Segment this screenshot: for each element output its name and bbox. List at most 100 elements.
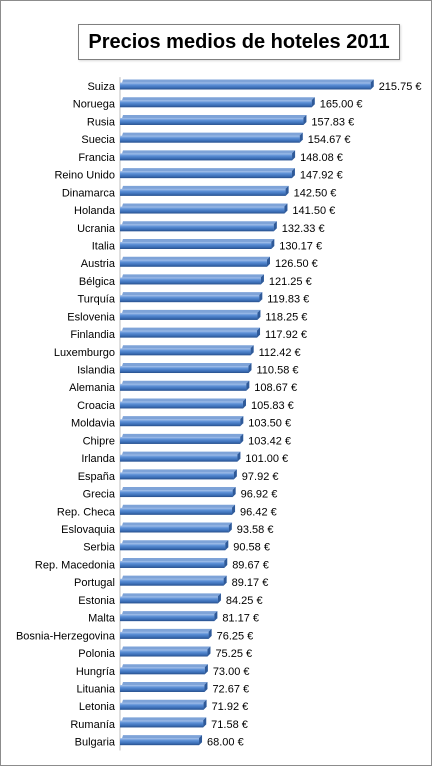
category-label: Serbia bbox=[83, 542, 116, 554]
data-label: 147.92 € bbox=[300, 170, 343, 182]
data-label: 165.00 € bbox=[320, 99, 363, 111]
category-label: Turquía bbox=[77, 294, 115, 306]
bar-end-cap bbox=[199, 735, 203, 746]
bar bbox=[120, 153, 293, 161]
bar-end-cap bbox=[370, 79, 374, 90]
data-label: 89.17 € bbox=[232, 577, 269, 589]
data-label: 142.50 € bbox=[294, 187, 337, 199]
bar-end-cap bbox=[257, 327, 261, 338]
category-label: Rep. Macedonia bbox=[35, 559, 116, 571]
bar bbox=[120, 631, 209, 639]
category-label: Eslovaquia bbox=[61, 524, 116, 536]
data-label: 72.67 € bbox=[212, 683, 249, 695]
bar bbox=[120, 206, 285, 214]
bar-end-cap bbox=[260, 274, 264, 285]
bar-end-cap bbox=[237, 451, 241, 462]
data-label: 93.58 € bbox=[237, 524, 274, 536]
category-label: Moldavia bbox=[71, 418, 116, 430]
bar-end-cap bbox=[207, 646, 211, 657]
bar bbox=[120, 188, 286, 196]
data-label: 118.25 € bbox=[265, 311, 307, 323]
bar-end-cap bbox=[203, 699, 207, 710]
category-label: Lituania bbox=[76, 683, 115, 695]
category-label: Francia bbox=[78, 152, 116, 164]
data-label: 97.92 € bbox=[242, 471, 279, 483]
category-label: Noruega bbox=[73, 99, 116, 111]
category-label: Suecia bbox=[81, 134, 116, 146]
bar-end-cap bbox=[299, 132, 303, 143]
bar bbox=[120, 436, 241, 444]
bar-end-cap bbox=[291, 168, 295, 179]
bar bbox=[120, 667, 205, 675]
bar bbox=[120, 490, 233, 498]
bar bbox=[120, 100, 312, 108]
category-label: Irlanda bbox=[81, 453, 116, 465]
data-label: 117.92 € bbox=[265, 329, 307, 341]
bar bbox=[120, 330, 258, 338]
data-label: 126.50 € bbox=[275, 258, 318, 270]
bar-end-cap bbox=[266, 256, 270, 267]
data-label: 108.67 € bbox=[254, 382, 297, 394]
category-label: Malta bbox=[88, 613, 116, 625]
bar bbox=[120, 472, 234, 480]
data-label: 68.00 € bbox=[207, 737, 244, 749]
bar-end-cap bbox=[257, 309, 261, 320]
bar-end-cap bbox=[292, 150, 296, 161]
bar bbox=[120, 543, 226, 551]
bar bbox=[120, 419, 241, 427]
bar-end-cap bbox=[224, 557, 228, 568]
bar-end-cap bbox=[248, 363, 252, 374]
data-label: 90.58 € bbox=[233, 542, 270, 554]
bar bbox=[120, 401, 243, 409]
bar-end-cap bbox=[271, 238, 275, 249]
bar bbox=[120, 738, 200, 746]
bar bbox=[120, 348, 251, 356]
category-label: Bulgaria bbox=[75, 737, 116, 749]
bar bbox=[120, 135, 300, 143]
data-label: 130.17 € bbox=[279, 240, 322, 252]
bar-end-cap bbox=[240, 416, 244, 427]
category-label: Alemania bbox=[69, 382, 116, 394]
category-label: Holanda bbox=[74, 205, 116, 217]
category-label: Eslovenia bbox=[67, 311, 116, 323]
bar-end-cap bbox=[223, 575, 227, 586]
bar bbox=[120, 259, 267, 267]
data-label: 84.25 € bbox=[226, 595, 263, 607]
data-label: 119.83 € bbox=[267, 294, 309, 306]
category-label: Reino Unido bbox=[54, 170, 115, 182]
bar bbox=[120, 224, 274, 232]
bar bbox=[120, 507, 233, 515]
category-label: Letonia bbox=[79, 701, 116, 713]
bar-end-cap bbox=[232, 487, 236, 498]
bar bbox=[120, 684, 205, 692]
category-label: Rusia bbox=[87, 116, 116, 128]
category-label: Chipre bbox=[83, 435, 115, 447]
bar-end-cap bbox=[259, 292, 263, 303]
bar-end-cap bbox=[250, 345, 254, 356]
bar bbox=[120, 614, 215, 622]
bar-end-cap bbox=[303, 114, 307, 125]
category-label: Estonia bbox=[78, 595, 116, 607]
bar-end-cap bbox=[225, 540, 229, 551]
data-label: 101.00 € bbox=[245, 453, 288, 465]
data-label: 157.83 € bbox=[311, 116, 354, 128]
data-label: 96.42 € bbox=[240, 506, 277, 518]
data-label: 71.58 € bbox=[211, 719, 248, 731]
data-label: 89.67 € bbox=[232, 559, 269, 571]
bar bbox=[120, 596, 218, 604]
bar-end-cap bbox=[208, 628, 212, 639]
data-label: 154.67 € bbox=[308, 134, 351, 146]
data-label: 103.50 € bbox=[248, 418, 291, 430]
data-label: 76.25 € bbox=[217, 630, 254, 642]
bar-end-cap bbox=[232, 504, 236, 515]
category-label: Rep. Checa bbox=[57, 506, 116, 518]
category-label: Finlandia bbox=[70, 329, 116, 341]
data-label: 112.42 € bbox=[259, 347, 301, 359]
bar bbox=[120, 366, 249, 374]
category-label: Bosnia-Herzegovina bbox=[16, 630, 116, 642]
bar bbox=[120, 720, 204, 728]
data-label: 81.17 € bbox=[222, 613, 259, 625]
bar bbox=[120, 241, 272, 249]
bar-end-cap bbox=[240, 433, 244, 444]
data-label: 141.50 € bbox=[292, 205, 335, 217]
